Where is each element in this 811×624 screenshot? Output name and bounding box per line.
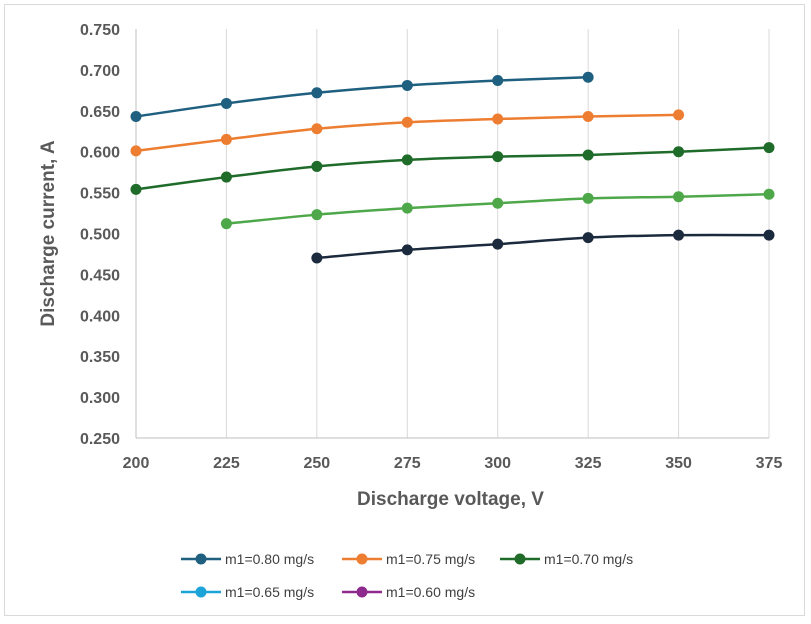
- x-tick-label: 325: [575, 455, 602, 472]
- y-tick-label: 0.600: [80, 145, 120, 162]
- x-tick-labels: 200 225 250 275 300 325 350 375: [123, 455, 783, 472]
- x-tick-label: 300: [484, 455, 511, 472]
- data-point: [582, 232, 594, 244]
- series-1: [130, 71, 594, 123]
- data-point: [311, 209, 323, 221]
- x-tick-label: 250: [304, 455, 331, 472]
- legend-swatch-marker: [514, 553, 526, 565]
- data-point: [492, 151, 504, 163]
- y-tick-label: 0.300: [80, 390, 120, 407]
- y-tick-label: 0.250: [80, 431, 120, 448]
- data-point: [401, 154, 413, 166]
- series-line: [316, 233, 770, 260]
- data-point: [492, 238, 504, 250]
- y-tick-label: 0.500: [80, 227, 120, 244]
- legend-swatch-marker: [356, 586, 368, 598]
- data-point: [130, 111, 142, 123]
- y-tick-label: 0.650: [80, 104, 120, 121]
- x-tick-label: 200: [123, 455, 150, 472]
- data-point: [582, 111, 594, 123]
- y-tick-labels: 0.250 0.300 0.350 0.400 0.450 0.500 0.550 0.600…: [80, 22, 120, 448]
- data-point: [582, 192, 594, 204]
- legend-swatch-marker: [195, 553, 207, 565]
- y-tick-label: 0.750: [80, 22, 120, 39]
- data-point: [130, 183, 142, 195]
- legend-swatch-marker: [195, 586, 207, 598]
- y-axis-title: Discharge current, A: [38, 140, 59, 326]
- data-point: [220, 218, 232, 230]
- line-chart: 0.250 0.300 0.350 0.400 0.450 0.500 0.550 0.600…: [38, 22, 783, 600]
- legend-label: m1=0.60 mg/s: [386, 584, 475, 600]
- data-point: [220, 133, 232, 145]
- series-3: [130, 142, 775, 195]
- axes: [135, 29, 769, 439]
- data-point: [763, 229, 775, 241]
- legend-item: m1=0.75 mg/s: [342, 551, 475, 567]
- y-tick-label: 0.550: [80, 186, 120, 203]
- series-2: [130, 109, 685, 157]
- data-point: [673, 109, 685, 121]
- data-point: [401, 116, 413, 128]
- legend: m1=0.80 mg/s m1=0.75 mg/s m1=0.70 mg/s m1=0…: [181, 551, 633, 600]
- x-tick-label: 275: [394, 455, 421, 472]
- chart-frame: 0.250 0.300 0.350 0.400 0.450 0.500 0.550 0.600…: [4, 4, 805, 616]
- data-point: [492, 75, 504, 87]
- data-point: [492, 197, 504, 209]
- legend-label: m1=0.70 mg/s: [544, 551, 633, 567]
- x-tick-label: 225: [213, 455, 240, 472]
- data-point: [582, 149, 594, 161]
- x-axis-title: Discharge voltage, V: [357, 489, 544, 510]
- series-5: [311, 229, 775, 264]
- data-point: [673, 191, 685, 203]
- data-point: [763, 142, 775, 154]
- series-line: [135, 146, 770, 191]
- legend-swatch-marker: [356, 553, 368, 565]
- legend-label: m1=0.65 mg/s: [225, 584, 314, 600]
- series-4: [220, 188, 775, 230]
- data-point: [673, 229, 685, 241]
- data-point: [763, 188, 775, 200]
- vertical-gridlines: [225, 29, 770, 438]
- y-tick-label: 0.350: [80, 349, 120, 366]
- y-tick-label: 0.400: [80, 308, 120, 325]
- legend-item: m1=0.70 mg/s: [500, 551, 633, 567]
- legend-item: m1=0.60 mg/s: [342, 584, 475, 600]
- data-point: [311, 252, 323, 264]
- data-point: [220, 97, 232, 109]
- series-lines: [130, 71, 775, 264]
- y-tick-label: 0.700: [80, 63, 120, 80]
- data-point: [130, 145, 142, 157]
- legend-item: m1=0.80 mg/s: [181, 551, 314, 567]
- data-point: [673, 146, 685, 158]
- x-tick-label: 375: [756, 455, 783, 472]
- data-point: [582, 71, 594, 83]
- data-point: [311, 160, 323, 172]
- legend-label: m1=0.80 mg/s: [225, 551, 314, 567]
- legend-label: m1=0.75 mg/s: [386, 551, 475, 567]
- data-point: [220, 171, 232, 183]
- data-point: [311, 123, 323, 135]
- data-point: [401, 79, 413, 91]
- data-point: [311, 87, 323, 99]
- data-point: [401, 202, 413, 214]
- data-point: [401, 244, 413, 256]
- y-tick-label: 0.450: [80, 267, 120, 284]
- x-tick-label: 350: [665, 455, 692, 472]
- legend-item: m1=0.65 mg/s: [181, 584, 314, 600]
- series-line: [135, 76, 589, 118]
- data-point: [492, 113, 504, 125]
